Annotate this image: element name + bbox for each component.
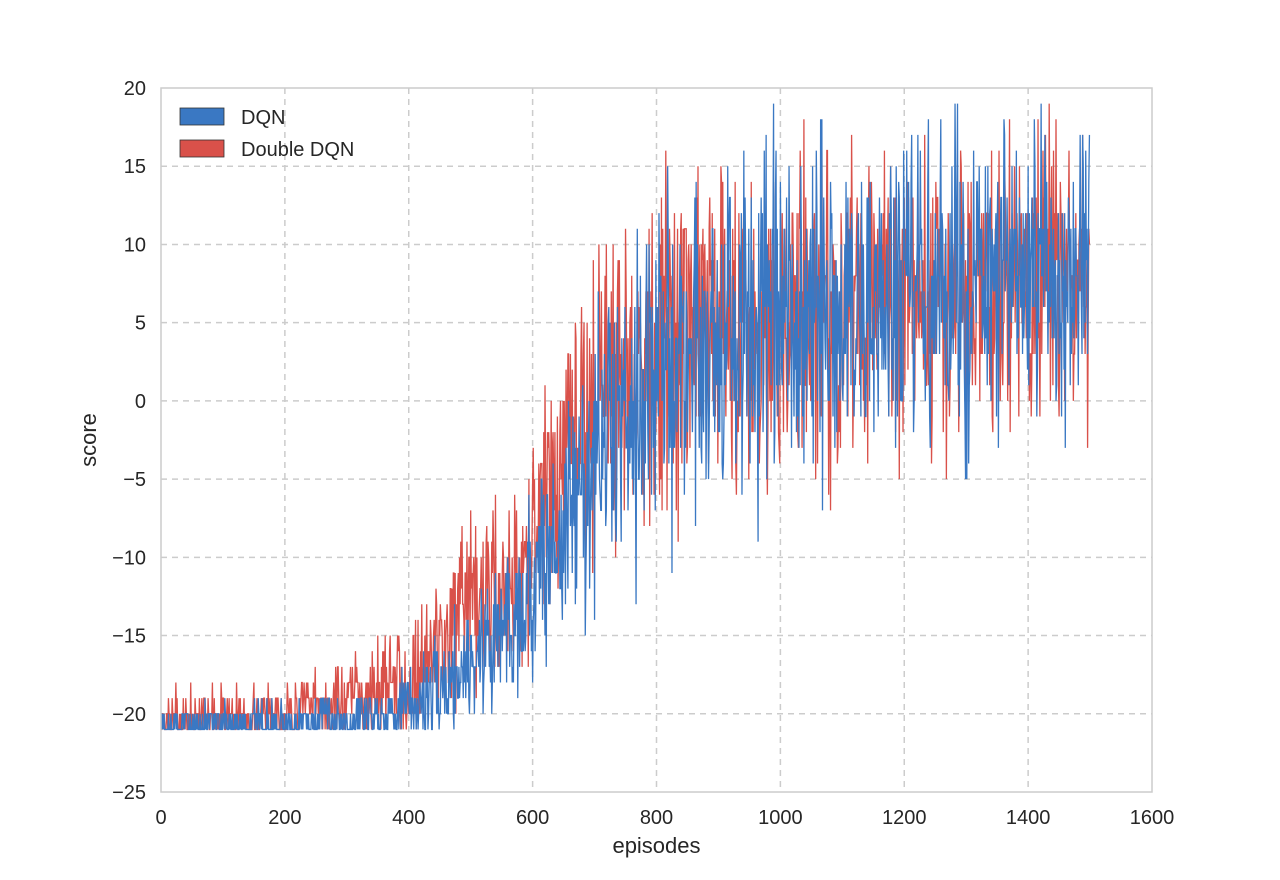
legend-swatch	[179, 139, 225, 158]
x-tick-label: 1000	[758, 807, 803, 829]
x-tick-label: 1200	[882, 807, 927, 829]
x-tick-labels: 0 200 400 600 800 1000 1200 1400 1600	[155, 807, 1174, 829]
legend: DQN Double DQN	[179, 107, 354, 161]
y-tick-label: −5	[123, 469, 146, 491]
y-tick-label: 0	[135, 391, 146, 413]
y-tick-label: −25	[112, 782, 146, 804]
y-tick-label: −10	[112, 547, 146, 569]
y-tick-label: 5	[135, 313, 146, 335]
legend-label: DQN	[241, 107, 285, 129]
x-tick-label: 200	[268, 807, 301, 829]
y-tick-label: 15	[124, 156, 146, 178]
x-tick-label: 800	[640, 807, 673, 829]
x-tick-label: 1600	[1130, 807, 1175, 829]
legend-swatch	[179, 107, 225, 126]
y-tick-label: −20	[112, 704, 146, 726]
x-tick-label: 400	[392, 807, 425, 829]
series-layer	[160, 103, 1091, 731]
x-axis-label: episodes	[612, 833, 700, 858]
x-tick-label: 1400	[1006, 807, 1051, 829]
legend-label: Double DQN	[241, 139, 354, 161]
x-tick-label: 600	[516, 807, 549, 829]
series-line-dqn	[160, 103, 1091, 731]
y-tick-labels: −25 −20 −15 −10 −5 0 5 10 15 20	[112, 78, 146, 804]
y-tick-label: 10	[124, 234, 146, 256]
y-tick-label: 20	[124, 78, 146, 100]
y-tick-label: −15	[112, 626, 146, 648]
x-tick-label: 0	[155, 807, 166, 829]
plot-frame	[160, 87, 1153, 793]
y-axis-label: score	[76, 413, 101, 467]
